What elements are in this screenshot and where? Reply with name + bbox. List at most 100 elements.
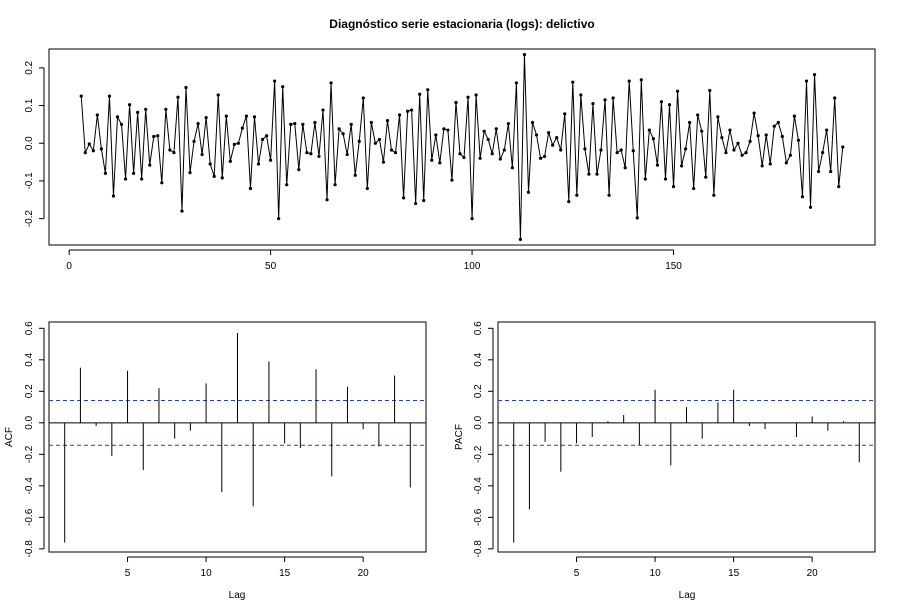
ts-data-point <box>796 138 801 142</box>
ts-data-point <box>232 142 236 146</box>
ts-data-point <box>538 156 543 160</box>
ts-data-point <box>224 114 228 118</box>
ts-data-point <box>663 177 668 181</box>
ts-data-point <box>317 154 321 159</box>
ts-data-point <box>563 112 567 116</box>
pacf-y-tick-label: -0.2 <box>473 445 484 463</box>
ts-data-point <box>160 181 164 185</box>
ts-data-point <box>514 81 519 85</box>
acf-y-tick-label: 0.2 <box>24 384 35 398</box>
acf-y-axis-label: ACF <box>4 427 15 447</box>
pacf-x-axis-label: Lag <box>679 590 696 601</box>
ts-data-point <box>744 151 748 155</box>
pacf-y-tick-label: -0.8 <box>473 540 484 558</box>
ts-data-point <box>184 85 188 90</box>
ts-data-point <box>458 152 462 156</box>
ts-data-point <box>575 193 579 197</box>
ts-data-point <box>837 184 841 189</box>
ts-data-point <box>776 120 780 125</box>
ts-data-point <box>136 110 140 114</box>
ts-data-point <box>684 147 688 151</box>
ts-data-point <box>627 79 631 83</box>
ts-data-point <box>591 102 595 106</box>
acf-x-axis-label: Lag <box>229 590 246 601</box>
pacf-y-tick-label: 0.4 <box>473 352 484 366</box>
ts-x-tick-label: 100 <box>464 261 481 272</box>
ts-data-point <box>490 152 494 156</box>
ts-data-point <box>281 85 285 89</box>
ts-data-point <box>579 93 583 97</box>
pacf-y-tick-label: 0.6 <box>473 321 484 335</box>
pacf-x-tick-label: 20 <box>807 568 819 579</box>
ts-data-point <box>434 133 438 137</box>
ts-data-point <box>478 156 482 160</box>
ts-data-point <box>611 96 615 100</box>
ts-data-point <box>804 79 809 83</box>
ts-data-point <box>228 159 232 163</box>
ts-data-point <box>192 139 196 143</box>
ts-data-point <box>369 120 373 125</box>
acf-x-tick-label: 15 <box>279 568 291 579</box>
ts-data-point <box>353 173 357 177</box>
ts-data-point <box>812 73 817 77</box>
ts-data-point <box>615 151 619 155</box>
ts-y-tick-label: -0.1 <box>24 172 35 190</box>
ts-data-point <box>188 171 192 175</box>
ts-data-point <box>543 154 547 159</box>
ts-data-point <box>647 128 651 132</box>
acf-y-tick-label: -0.4 <box>24 477 35 495</box>
ts-data-point <box>800 195 805 199</box>
ts-data-point <box>79 94 83 98</box>
ts-data-point <box>164 107 168 111</box>
ts-data-point <box>111 194 116 198</box>
acf-y-tick-label: 0.6 <box>24 321 35 335</box>
ts-data-point <box>700 129 704 133</box>
ts-data-point <box>482 129 486 133</box>
acf-x-tick-label: 20 <box>358 568 370 579</box>
ts-data-point <box>547 131 551 135</box>
ts-data-point <box>115 115 120 119</box>
ts-data-point <box>780 134 784 139</box>
ts-data-point <box>144 107 148 111</box>
ts-data-point <box>764 133 768 137</box>
ts-data-point <box>277 217 281 221</box>
ts-data-point <box>418 92 422 96</box>
ts-data-point <box>393 151 398 155</box>
ts-data-point <box>176 95 180 99</box>
ts-data-point <box>571 80 575 84</box>
ts-data-point <box>341 132 345 136</box>
ts-data-point <box>293 122 297 126</box>
ts-data-point <box>740 153 744 157</box>
ts-data-point <box>551 143 555 147</box>
ts-data-point <box>406 109 410 113</box>
ts-data-point <box>651 137 655 141</box>
pacf-y-tick-label: 0.2 <box>473 384 484 398</box>
acf-x-tick-label: 5 <box>125 568 131 579</box>
ts-data-point <box>732 148 736 152</box>
ts-data-point <box>212 174 216 178</box>
ts-data-point <box>486 137 490 142</box>
acf-panel: Lag ACF 5 10 15 20 -0.8 -0.6 -0.4 -0.2 0.0 0.2 0.4… <box>4 321 427 601</box>
ts-data-point <box>119 122 124 126</box>
ts-data-point <box>635 216 639 220</box>
ts-data-point <box>474 93 478 97</box>
ts-data-point <box>401 196 406 200</box>
ts-data-point <box>643 177 647 181</box>
ts-data-point <box>816 169 821 174</box>
ts-data-point <box>252 115 257 119</box>
ts-data-point <box>736 141 740 145</box>
ts-data-point <box>87 142 91 146</box>
ts-data-point <box>841 145 845 149</box>
ts-data-point <box>95 113 99 117</box>
ts-data-point <box>321 108 325 112</box>
pacf-y-axis-label: PACF <box>454 424 465 450</box>
ts-data-point <box>696 113 700 117</box>
ts-data-point <box>494 127 498 131</box>
ts-data-point <box>462 155 466 160</box>
acf-y-tick-label: -0.8 <box>24 540 35 558</box>
ts-data-point <box>498 157 502 161</box>
pacf-y-tick-label: 0.0 <box>473 415 484 429</box>
ts-data-point <box>470 217 474 221</box>
ts-data-point <box>450 178 454 182</box>
ts-data-point <box>530 120 535 125</box>
